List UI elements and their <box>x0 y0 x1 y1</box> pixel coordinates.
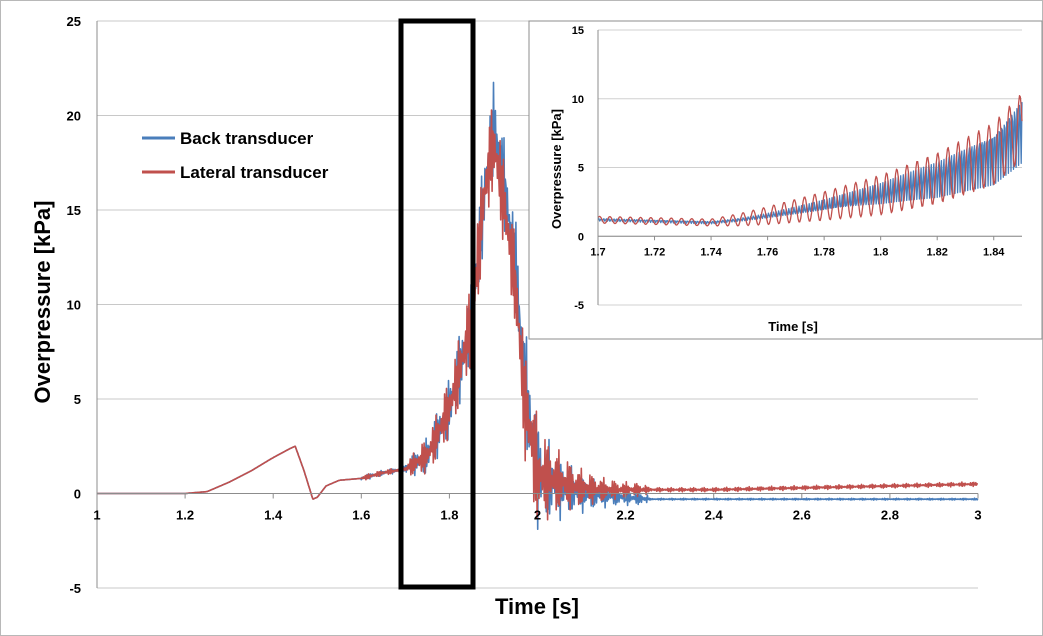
inset-y-tick-label: 15 <box>572 25 584 37</box>
main-y-tick-label: 5 <box>74 392 81 407</box>
main-y-tick-label: 10 <box>67 298 81 313</box>
main-y-axis-title: Overpressure [kPa] <box>30 201 55 404</box>
main-y-tick-label: 0 <box>74 487 81 502</box>
main-axes <box>96 21 979 588</box>
main-x-tick-label: 2.4 <box>705 508 724 523</box>
main-x-tick-label: 1.6 <box>352 508 370 523</box>
main-x-tick-label: 2.8 <box>881 508 899 523</box>
inset-y-tick-label: -5 <box>574 300 584 312</box>
inset-x-tick-label: 1.76 <box>757 246 778 258</box>
inset-y-axis-title: Overpressure [kPa] <box>549 109 564 229</box>
legend-label-back: Back transducer <box>180 129 314 148</box>
legend-label-lateral: Lateral transducer <box>180 163 329 182</box>
inset-y-tick-label: 0 <box>578 231 584 243</box>
inset-series-line-lateral-transducer <box>597 94 1023 227</box>
inset-x-tick-label: 1.72 <box>644 246 665 258</box>
main-x-tick-label: 1.8 <box>440 508 458 523</box>
legend: Back transducer Lateral transducer <box>142 129 329 182</box>
main-x-tick-label: 1 <box>93 508 100 523</box>
inset-axes <box>597 30 1022 305</box>
main-y-tick-label: 15 <box>67 203 81 218</box>
inset-frame <box>528 20 1043 340</box>
main-y-tick-label: 20 <box>67 109 81 124</box>
inset-tick-labels: -5 0 5 10 15 1.7 1.72 1.74 1.76 1.78 1.8 1.82 1.84 <box>572 25 1006 312</box>
inset-x-tick-label: 1.78 <box>813 246 834 258</box>
main-y-tick-label: 25 <box>67 14 81 29</box>
main-x-tick-label: 1.4 <box>264 508 283 523</box>
main-x-tick-label: 2.2 <box>617 508 635 523</box>
inset-y-tick-label: 5 <box>578 163 584 175</box>
main-y-tick-label: -5 <box>69 581 81 596</box>
inset-series-lines <box>597 94 1023 227</box>
series-line-lateral-transducer <box>96 109 978 521</box>
main-x-axis-title: Time [s] <box>495 594 579 619</box>
inset-x-tick-label: 1.8 <box>873 246 888 258</box>
main-x-tick-label: 1.2 <box>176 508 194 523</box>
inset-x-tick-label: 1.82 <box>926 246 947 258</box>
main-x-tick-label: 2 <box>534 508 541 523</box>
main-x-tick-label: 3 <box>974 508 981 523</box>
main-series-lines <box>96 81 979 531</box>
inset-x-axis-title: Time [s] <box>768 319 818 334</box>
inset-x-tick-label: 1.74 <box>700 246 722 258</box>
zoom-highlight-box <box>398 18 476 590</box>
main-x-tick-label: 2.6 <box>793 508 811 523</box>
inset-x-tick-label: 1.84 <box>983 246 1005 258</box>
inset-y-tick-label: 10 <box>572 94 584 106</box>
inset-x-tick-label: 1.7 <box>590 246 605 258</box>
